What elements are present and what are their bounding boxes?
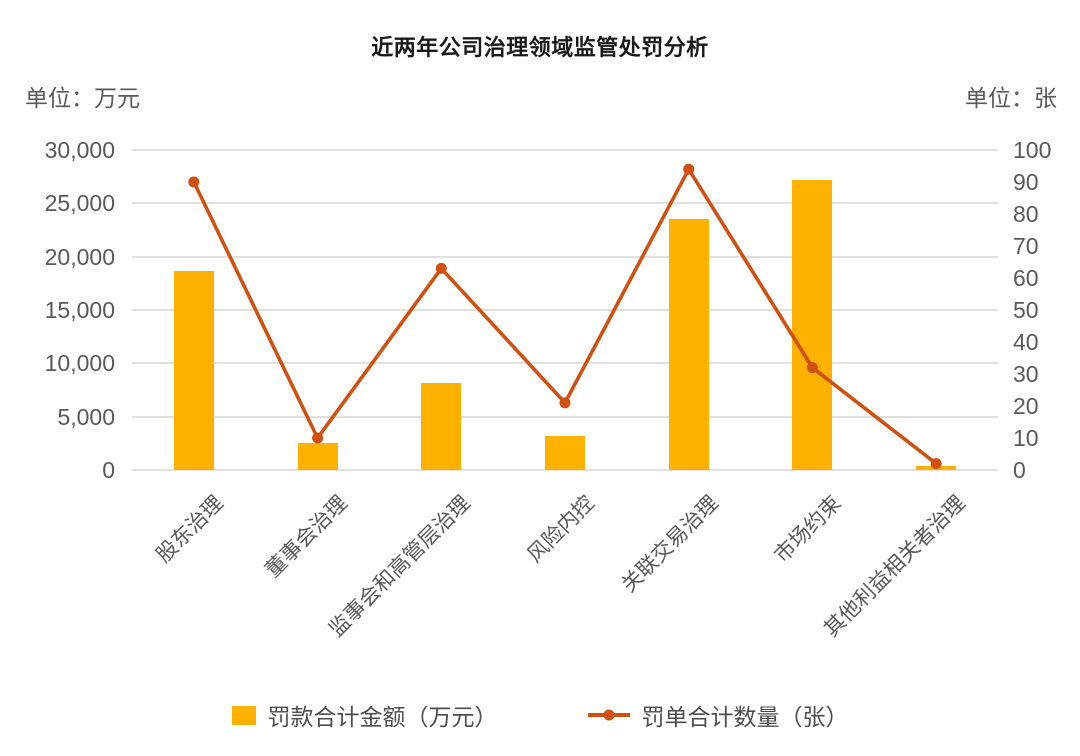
right-axis-tick: 90 — [1013, 169, 1039, 195]
x-axis-label: 股东治理 — [151, 491, 228, 568]
left-axis-tick: 0 — [102, 457, 115, 483]
gridline — [132, 309, 998, 311]
gridline — [132, 202, 998, 205]
right-axis-tick: 50 — [1013, 297, 1039, 323]
x-axis-label: 市场约束 — [770, 491, 847, 568]
line-marker — [806, 362, 818, 374]
gridline — [132, 362, 998, 365]
left-axis-tick: 5,000 — [57, 403, 115, 430]
line-marker — [930, 458, 942, 470]
x-axis-label: 风险内控 — [523, 491, 599, 568]
bar — [668, 219, 709, 470]
right-axis-tick: 30 — [1013, 361, 1039, 387]
gridline — [132, 469, 998, 471]
legend-item-fine-amount: 罚款合计金额（万元） — [231, 698, 498, 732]
right-axis-tick: 100 — [1013, 137, 1052, 163]
left-axis-tick: 20,000 — [44, 243, 115, 270]
line-marker-icon — [587, 709, 630, 721]
bar — [421, 382, 462, 470]
right-axis-tick: 0 — [1013, 457, 1026, 483]
line-marker — [312, 432, 324, 444]
right-axis-tick: 20 — [1013, 393, 1039, 419]
bar — [545, 435, 585, 470]
line-dot-icon — [603, 709, 614, 721]
line-series — [188, 163, 942, 470]
right-axis-tick: 70 — [1013, 233, 1039, 259]
left-axis-unit: 单位：万元 — [25, 85, 140, 111]
bar — [792, 179, 833, 470]
gridline — [132, 255, 998, 258]
bar — [297, 443, 338, 470]
line-marker — [188, 176, 200, 188]
gridline — [132, 149, 998, 151]
plot-area — [132, 149, 998, 471]
bar-swatch-icon — [231, 705, 256, 725]
right-axis-tick: 10 — [1013, 425, 1039, 451]
bar — [173, 270, 214, 470]
left-axis-tick: 30,000 — [44, 137, 115, 163]
right-axis-tick: 60 — [1013, 265, 1039, 291]
line-marker — [559, 397, 571, 409]
chart-title: 近两年公司治理领域监管处罚分析 — [371, 35, 709, 60]
right-axis-tick: 80 — [1013, 201, 1039, 227]
left-axis-tick: 10,000 — [44, 350, 115, 377]
line-path — [192, 165, 938, 466]
x-axis-label: 关联交易治理 — [617, 491, 723, 597]
right-axis-tick: 40 — [1013, 329, 1039, 355]
line-marker — [435, 262, 447, 274]
legend: 罚款合计金额（万元） 罚单合计数量（张） — [0, 698, 1080, 732]
right-axis-unit: 单位：张 — [965, 85, 1057, 111]
left-axis-tick: 25,000 — [44, 190, 115, 217]
legend-item-ticket-count: 罚单合计数量（张） — [587, 698, 849, 732]
line-marker — [683, 163, 695, 175]
gridline — [132, 415, 998, 418]
left-axis-tick: 15,000 — [44, 297, 115, 323]
x-axis-label: 董事会治理 — [260, 491, 352, 583]
legend-label-ticket-count: 罚单合计数量（张） — [641, 704, 849, 730]
legend-label-fine-amount: 罚款合计金额（万元） — [267, 704, 498, 730]
